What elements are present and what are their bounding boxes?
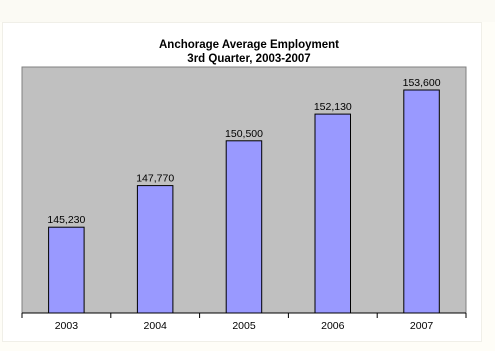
bar-2004 bbox=[136, 185, 174, 314]
bar-2007 bbox=[403, 89, 440, 314]
bars-group bbox=[48, 89, 440, 314]
data-label-2006: 152,130 bbox=[314, 101, 352, 113]
chart-container: Anchorage Average Employment 3rd Quarter… bbox=[2, 22, 482, 342]
top-band bbox=[0, 0, 495, 22]
data-labels-group: 145,230 147,770 150,500 152,130 153,600 bbox=[47, 77, 440, 226]
bar-2005 bbox=[225, 140, 263, 314]
chart-subtitle: 3rd Quarter, 2003-2007 bbox=[187, 53, 310, 65]
bar-2006 bbox=[314, 113, 351, 314]
x-tick-label-2003: 2003 bbox=[55, 320, 79, 332]
x-tick-label-2007: 2007 bbox=[410, 320, 434, 332]
data-label-2003: 145,230 bbox=[47, 214, 85, 226]
x-tick-label-2004: 2004 bbox=[144, 320, 168, 332]
x-axis-ticks-group: 2003 2004 2005 2006 2007 bbox=[21, 313, 467, 332]
data-label-2005: 150,500 bbox=[225, 128, 263, 140]
bar-chart: Anchorage Average Employment 3rd Quarter… bbox=[21, 39, 467, 332]
bar-2003 bbox=[48, 226, 85, 314]
chart-title: Anchorage Average Employment bbox=[159, 39, 339, 51]
x-tick-label-2006: 2006 bbox=[321, 320, 345, 332]
x-tick-label-2005: 2005 bbox=[232, 320, 256, 332]
data-label-2004: 147,770 bbox=[136, 173, 174, 185]
data-label-2007: 153,600 bbox=[403, 77, 441, 89]
